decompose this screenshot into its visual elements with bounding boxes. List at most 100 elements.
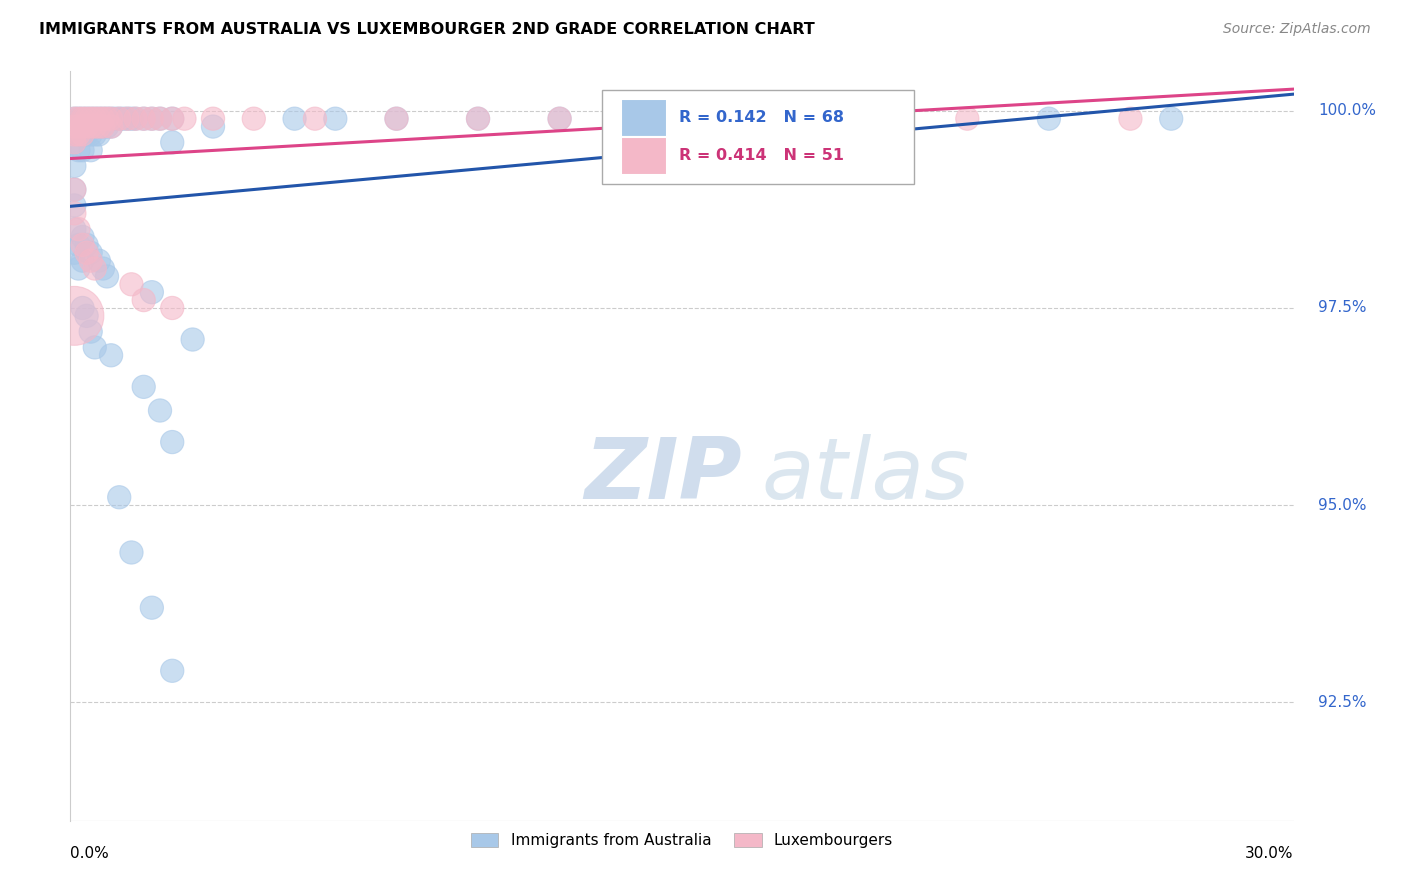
Text: IMMIGRANTS FROM AUSTRALIA VS LUXEMBOURGER 2ND GRADE CORRELATION CHART: IMMIGRANTS FROM AUSTRALIA VS LUXEMBOURGE… bbox=[39, 22, 815, 37]
Point bbox=[162, 136, 183, 150]
Point bbox=[323, 112, 347, 126]
Point bbox=[956, 112, 979, 126]
Point bbox=[67, 112, 90, 126]
Point bbox=[63, 198, 86, 212]
Point bbox=[671, 112, 693, 126]
Point bbox=[83, 112, 105, 126]
Point bbox=[104, 112, 127, 126]
Point bbox=[67, 120, 90, 134]
Point bbox=[79, 112, 103, 126]
Point bbox=[67, 143, 90, 157]
Point bbox=[149, 112, 172, 126]
Point bbox=[63, 309, 86, 323]
Point bbox=[72, 301, 94, 315]
Point bbox=[91, 112, 114, 126]
Point bbox=[72, 230, 94, 244]
Point bbox=[67, 238, 90, 252]
Point bbox=[79, 128, 103, 142]
Point bbox=[671, 112, 693, 126]
Point bbox=[63, 120, 86, 134]
Point bbox=[100, 112, 122, 126]
Point bbox=[100, 112, 122, 126]
Point bbox=[91, 261, 114, 276]
Point bbox=[76, 128, 98, 142]
Point bbox=[162, 112, 183, 126]
Point bbox=[76, 238, 98, 252]
Point bbox=[67, 261, 90, 276]
Point bbox=[141, 112, 163, 126]
Point bbox=[284, 112, 307, 126]
Point bbox=[100, 348, 122, 362]
Point bbox=[132, 112, 155, 126]
Point bbox=[63, 120, 86, 134]
Point bbox=[79, 112, 103, 126]
Point bbox=[83, 120, 105, 134]
Text: 92.5%: 92.5% bbox=[1317, 695, 1367, 710]
Point bbox=[79, 143, 103, 157]
Point bbox=[76, 120, 98, 134]
Point bbox=[181, 333, 204, 347]
Point bbox=[83, 261, 105, 276]
Point bbox=[548, 112, 571, 126]
Point bbox=[100, 120, 122, 134]
Text: 95.0%: 95.0% bbox=[1317, 498, 1367, 513]
Point bbox=[141, 285, 163, 300]
Point bbox=[1119, 112, 1142, 126]
Point bbox=[117, 112, 139, 126]
Point bbox=[79, 120, 103, 134]
Point bbox=[124, 112, 146, 126]
Point bbox=[72, 120, 94, 134]
Point bbox=[149, 112, 172, 126]
Point bbox=[173, 112, 195, 126]
Bar bbox=[621, 99, 668, 136]
Point bbox=[67, 128, 90, 142]
Point bbox=[83, 340, 105, 354]
Point bbox=[76, 245, 98, 260]
Point bbox=[79, 245, 103, 260]
Point bbox=[121, 545, 143, 559]
Point bbox=[108, 112, 131, 126]
Point bbox=[202, 120, 225, 134]
Point bbox=[96, 112, 118, 126]
Text: 100.0%: 100.0% bbox=[1317, 103, 1376, 119]
Point bbox=[141, 112, 163, 126]
Text: R = 0.414   N = 51: R = 0.414 N = 51 bbox=[679, 148, 845, 163]
Point bbox=[121, 112, 143, 126]
Point bbox=[304, 112, 326, 126]
Point bbox=[87, 253, 110, 268]
Point bbox=[72, 112, 94, 126]
Point bbox=[87, 112, 110, 126]
Point bbox=[243, 112, 266, 126]
Point bbox=[132, 293, 155, 307]
Point bbox=[76, 120, 98, 134]
Point bbox=[72, 120, 94, 134]
Point bbox=[87, 128, 110, 142]
Point bbox=[87, 120, 110, 134]
Point bbox=[72, 128, 94, 142]
Text: Source: ZipAtlas.com: Source: ZipAtlas.com bbox=[1223, 22, 1371, 37]
Point bbox=[96, 120, 118, 134]
Point bbox=[96, 269, 118, 284]
Point bbox=[76, 309, 98, 323]
Point bbox=[63, 183, 86, 197]
Legend: Immigrants from Australia, Luxembourgers: Immigrants from Australia, Luxembourgers bbox=[464, 827, 900, 855]
Point bbox=[67, 120, 90, 134]
Point bbox=[91, 112, 114, 126]
Point bbox=[162, 435, 183, 450]
Point bbox=[72, 238, 94, 252]
Text: ZIP: ZIP bbox=[583, 434, 742, 517]
Point bbox=[108, 490, 131, 504]
Point bbox=[162, 301, 183, 315]
Point bbox=[385, 112, 408, 126]
Point bbox=[91, 120, 114, 134]
Point bbox=[72, 128, 94, 142]
Text: atlas: atlas bbox=[762, 434, 969, 517]
Point bbox=[96, 112, 118, 126]
Text: 0.0%: 0.0% bbox=[70, 846, 110, 861]
Point bbox=[63, 136, 86, 150]
Point bbox=[385, 112, 408, 126]
Point bbox=[793, 112, 815, 126]
Point bbox=[793, 112, 815, 126]
Point bbox=[79, 325, 103, 339]
Point bbox=[132, 112, 155, 126]
